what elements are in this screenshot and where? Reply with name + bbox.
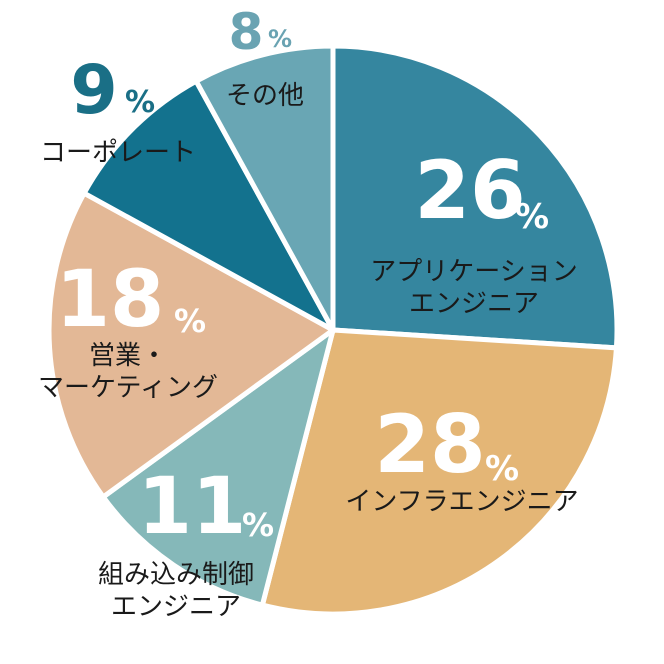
- slice-percent-value: 11: [138, 462, 247, 552]
- slice-category-label: エンジニア: [409, 289, 539, 319]
- pie-slice: [100, 327, 336, 608]
- slice-percent-sign: %: [268, 25, 292, 53]
- slice-category-label: インフラエンジニア: [345, 487, 578, 517]
- slice-percent-value: 26: [414, 144, 525, 237]
- slice-percent-sign: %: [174, 302, 206, 340]
- slice-category-label: 営業・: [89, 341, 167, 371]
- pie-slice: [46, 190, 336, 500]
- slice-category-label: アプリケーション: [370, 257, 577, 287]
- slice-percent-sign: %: [242, 506, 274, 544]
- slice-category-label: 組み込み制御: [98, 560, 254, 590]
- slice-percent-value: 28: [374, 398, 485, 491]
- slice-category-label: その他: [226, 81, 304, 111]
- slice-percent-sign: %: [125, 85, 155, 120]
- slice-category-label: コーポレート: [40, 138, 196, 168]
- slice-category-label: マーケティング: [38, 373, 218, 403]
- slice-percent-sign: %: [485, 449, 519, 489]
- slice-percent-sign: %: [515, 197, 549, 237]
- slice-percent-value: 9: [70, 51, 117, 130]
- pie-slice: [193, 43, 336, 333]
- slice-category-label: エンジニア: [111, 592, 241, 622]
- pie-slice: [259, 327, 619, 617]
- slice-percent-value: 8: [229, 3, 264, 61]
- slice-percent-value: 18: [56, 255, 165, 345]
- pie-slice: [81, 78, 336, 333]
- pie-slice: [330, 43, 620, 351]
